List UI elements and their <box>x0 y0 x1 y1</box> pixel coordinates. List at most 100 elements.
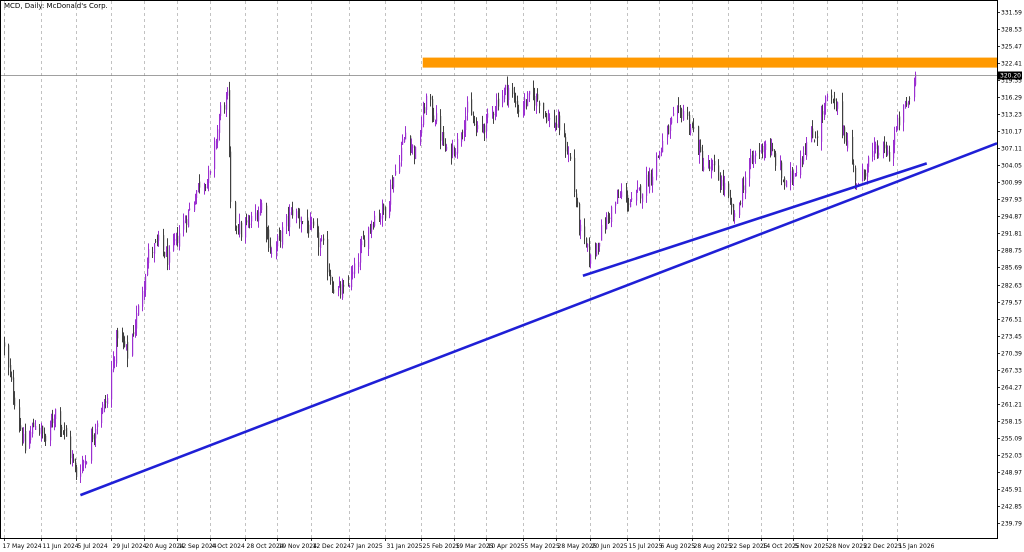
candle-body <box>894 133 896 145</box>
candle-body <box>750 155 752 163</box>
candle-body <box>527 93 529 107</box>
candle-body <box>176 233 178 240</box>
x-tick-label: 19 Nov 2024 <box>279 543 318 550</box>
candle-body <box>267 230 269 232</box>
candle-body <box>875 143 877 150</box>
trendline[interactable] <box>582 162 928 278</box>
candle-body <box>404 137 406 142</box>
candle-body <box>796 172 798 173</box>
candle-body <box>266 205 268 234</box>
candle-body <box>94 436 96 438</box>
candle-body <box>637 187 639 190</box>
candle-body <box>587 243 589 248</box>
candle-body <box>824 105 826 118</box>
candle-body <box>255 212 257 220</box>
candle-body <box>258 211 260 221</box>
candle-body <box>61 426 63 430</box>
candle-body <box>574 157 576 193</box>
candle-body <box>792 168 794 179</box>
candle-body <box>565 137 567 152</box>
candle-body <box>126 344 128 346</box>
candle-body <box>70 436 72 459</box>
candle-body <box>615 202 617 206</box>
candle-body <box>352 271 354 275</box>
candle-body <box>25 430 27 451</box>
candle-body <box>743 185 745 191</box>
candle-body <box>164 252 166 257</box>
candle-body <box>784 178 786 186</box>
candle-body <box>711 164 713 173</box>
candle-body <box>50 420 52 441</box>
candle-body <box>144 286 146 293</box>
candle-body <box>230 151 232 202</box>
candle-body <box>210 171 212 173</box>
candle-body <box>606 215 608 230</box>
candle-body <box>678 105 680 107</box>
candle-body <box>227 90 229 96</box>
candle-body <box>249 223 251 225</box>
y-tick-label: 285.69 <box>1001 265 1022 272</box>
candle-body <box>589 245 591 263</box>
candle-body <box>775 153 777 166</box>
candle-body <box>700 146 702 152</box>
candle-body <box>803 153 805 162</box>
candle-body <box>755 153 757 157</box>
candle-body <box>91 434 93 461</box>
candle-body <box>245 223 247 238</box>
candle-body <box>687 112 689 117</box>
candle-body <box>608 214 610 216</box>
candle-body <box>752 155 754 161</box>
x-tick-label: 5 Jul 2024 <box>78 543 108 550</box>
trendline[interactable] <box>79 142 998 497</box>
candle-body <box>590 254 592 264</box>
candle-body <box>906 102 908 106</box>
candle-body <box>354 263 356 274</box>
candle-body <box>483 127 485 129</box>
candle-body <box>872 151 874 157</box>
candle-body <box>749 165 751 179</box>
candle-body <box>440 116 442 141</box>
x-tick-label: 14 Oct 2025 <box>763 543 800 550</box>
candle-body <box>385 207 387 219</box>
candle-body <box>402 138 404 145</box>
candle-body <box>761 144 763 154</box>
candle-body <box>80 472 82 477</box>
candle-body <box>142 290 144 307</box>
candle-body <box>493 113 495 116</box>
candle-body <box>360 246 362 263</box>
candle-body <box>896 129 898 132</box>
candle-body <box>897 117 899 130</box>
candle-body <box>333 289 335 294</box>
candle-body <box>138 305 140 316</box>
candle-body <box>44 433 46 440</box>
candle-body <box>605 225 607 228</box>
candle-body <box>712 164 714 166</box>
candle-body <box>618 197 620 199</box>
candle-body <box>11 376 13 380</box>
candle-body <box>132 335 134 356</box>
candle-body <box>246 220 248 223</box>
candle-body <box>104 400 106 408</box>
x-tick-label: 5 May 2025 <box>525 543 560 550</box>
y-tick-label: 294.87 <box>1001 214 1022 221</box>
y-axis: 331.59 328.53 325.47 322.41 319.35 316.29 313.… <box>997 10 1022 528</box>
x-tick-label: 10 Apr 2025 <box>488 543 525 550</box>
x-tick-label: 5 Nov 2025 <box>795 543 830 550</box>
candle-body <box>733 204 735 219</box>
trendlines <box>79 142 998 497</box>
candle-body <box>338 286 340 291</box>
candle-body <box>239 222 241 235</box>
y-tick-label: 319.35 <box>1001 78 1022 85</box>
candle-body <box>570 156 572 160</box>
candle-body <box>343 284 345 287</box>
candle-body <box>288 212 290 224</box>
x-tick-label: 22 Dec 2025 <box>864 543 903 550</box>
candle-body <box>496 99 498 111</box>
candle-body <box>446 146 448 150</box>
candle-body <box>865 173 867 177</box>
candle-body <box>133 332 135 335</box>
candle-body <box>373 226 375 228</box>
candle-body <box>548 116 550 119</box>
candle-body <box>216 142 218 144</box>
